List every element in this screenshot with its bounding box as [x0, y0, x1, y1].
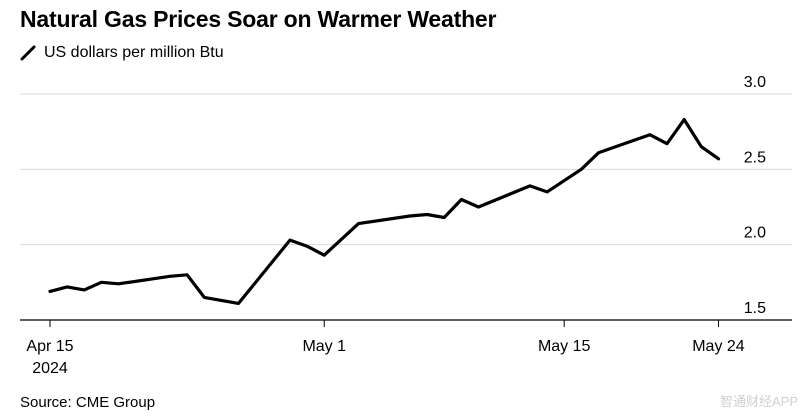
y-tick-label-2.5: 2.5 — [744, 149, 766, 166]
data-point — [717, 157, 720, 160]
data-point — [185, 273, 189, 276]
data-point — [237, 302, 240, 305]
data-point — [288, 238, 292, 242]
chart-title: Natural Gas Prices Soar on Warmer Weathe… — [20, 6, 497, 32]
data-point — [477, 205, 480, 209]
legend-line-icon — [20, 45, 36, 61]
gridlines — [20, 93, 792, 246]
x-tick-sublabel-year: 2024 — [32, 360, 68, 377]
legend: US dollars per million Btu — [20, 42, 224, 64]
data-point — [580, 168, 583, 171]
y-tick-label-3.0: 3.0 — [744, 74, 766, 91]
data-point — [48, 290, 52, 293]
data-point — [545, 190, 549, 194]
x-tick-label-may-15: May 15 — [538, 338, 591, 355]
x-tick-label-may-1: May 1 — [302, 338, 346, 355]
data-point — [83, 288, 86, 292]
data-point — [528, 184, 532, 188]
data-point — [597, 151, 600, 154]
data-point — [648, 133, 652, 136]
data-point — [700, 145, 703, 148]
data-point — [220, 299, 223, 302]
y-axis: 1.5 2.0 2.5 3.0 — [744, 74, 766, 317]
legend-label: US dollars per million Btu — [44, 44, 224, 61]
data-point — [168, 275, 172, 278]
data-point — [305, 245, 309, 248]
x-tick-label-apr-15: Apr 15 — [26, 338, 73, 355]
data-point — [323, 254, 326, 257]
series-line-0 — [48, 117, 721, 305]
y-tick-label-1.5: 1.5 — [744, 300, 766, 317]
data-point — [665, 142, 669, 145]
data-point — [203, 296, 206, 299]
data-point — [357, 222, 360, 225]
data-point — [460, 198, 463, 201]
x-axis: Apr 15 2024 May 1 May 15 May 24 — [20, 319, 792, 377]
data-point — [425, 213, 429, 216]
data-point — [408, 214, 412, 218]
data-point — [117, 282, 120, 285]
data-point — [443, 216, 446, 219]
x-tick-label-may-24: May 24 — [692, 338, 745, 355]
watermark: 智通财经APP — [719, 394, 798, 409]
data-point — [683, 118, 686, 121]
data-point — [100, 281, 103, 284]
data-point — [65, 285, 69, 289]
series-group — [48, 117, 721, 305]
y-tick-label-2.0: 2.0 — [744, 225, 766, 242]
source-note: Source: CME Group — [20, 394, 156, 411]
